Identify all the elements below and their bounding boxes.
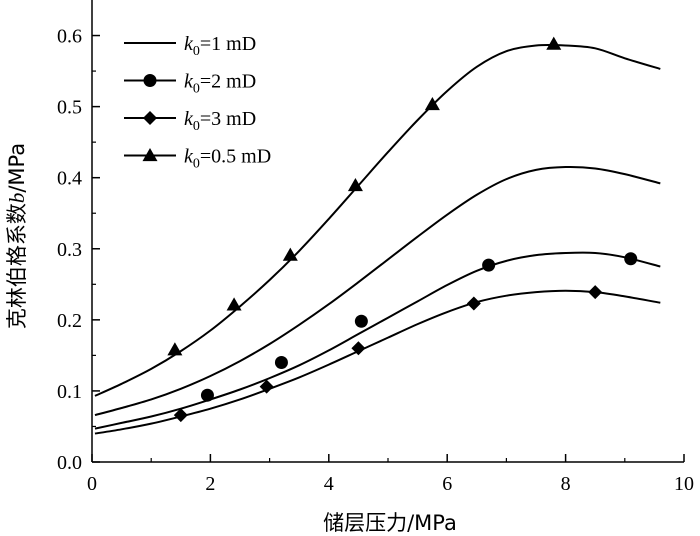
y-tick-label: 0.3 — [57, 239, 82, 261]
data-point-diamond — [466, 296, 481, 311]
legend-item: k0=1 mD — [124, 33, 256, 59]
data-point-circle — [482, 258, 496, 272]
data-point-triangle — [546, 36, 562, 50]
x-tick-label: 0 — [87, 473, 97, 495]
legend-label: k0=1 mD — [184, 33, 256, 59]
series-circle — [94, 251, 661, 430]
legend-label: k0=0.5 mD — [184, 146, 271, 172]
y-tick-label: 0.5 — [57, 97, 82, 119]
ticks-layer: 0 2 4 6 8 10 0.0 0.1 0.2 0.3 0.4 0.5 0.6 — [57, 26, 694, 495]
x-tick-label: 2 — [205, 473, 215, 495]
y-axis-title-var: b — [5, 193, 29, 204]
y-tick-label: 0.1 — [57, 381, 82, 403]
data-point-circle — [354, 314, 368, 328]
legend-marker-diamond — [143, 111, 157, 125]
series-layer — [94, 36, 661, 435]
data-point-triangle — [226, 297, 242, 311]
series-line — [94, 43, 661, 397]
legend-marker-circle — [143, 74, 157, 87]
x-tick-label: 6 — [442, 473, 452, 495]
y-axis-title: 克林伯格系数b/MPa — [5, 143, 29, 329]
x-tick-label: 8 — [561, 473, 571, 495]
y-tick-label: 0.0 — [57, 452, 82, 474]
data-point-diamond — [173, 408, 188, 423]
x-tick-label: 4 — [324, 473, 334, 495]
legend-label: k0=2 mD — [184, 71, 256, 97]
x-tick-label: 10 — [674, 473, 694, 495]
legend-marker-triangle — [142, 148, 158, 162]
legend-item: k0=2 mD — [124, 71, 256, 97]
data-point-circle — [200, 388, 214, 402]
y-tick-label: 0.6 — [57, 26, 82, 48]
data-point-triangle — [347, 178, 363, 192]
data-point-triangle — [282, 247, 298, 261]
y-axis-title-unit: /MPa — [5, 143, 29, 193]
y-axis-title-text: 克林伯格系数 — [5, 203, 29, 329]
legend-item: k0=3 mD — [124, 108, 256, 134]
legend-label: k0=3 mD — [184, 108, 256, 134]
data-point-diamond — [351, 341, 366, 356]
data-point-circle — [274, 355, 288, 369]
data-point-triangle — [424, 96, 440, 111]
data-point-diamond — [259, 379, 274, 394]
x-axis-title: 储层压力/MPa — [323, 511, 457, 535]
series-line — [94, 251, 661, 430]
axes-layer — [91, 0, 684, 463]
y-tick-label: 0.4 — [57, 168, 82, 190]
data-point-diamond — [588, 285, 603, 300]
series-triangle — [94, 36, 661, 397]
legend: k0=1 mD k0=2 mD k0=3 mD k0=0.5 mD — [124, 33, 271, 172]
legend-item: k0=0.5 mD — [124, 146, 271, 172]
series-none — [94, 165, 661, 417]
y-tick-label: 0.2 — [57, 310, 82, 332]
series-diamond — [94, 285, 661, 435]
series-line — [94, 165, 661, 417]
data-point-circle — [624, 252, 638, 266]
data-point-triangle — [167, 342, 183, 356]
